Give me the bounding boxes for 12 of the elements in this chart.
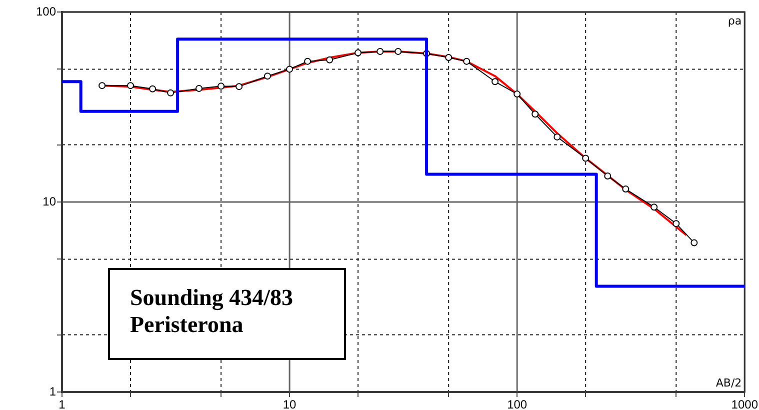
annotation: Peristerona	[130, 311, 244, 338]
x-tick-label: 1000	[731, 398, 758, 410]
text-box: Sounding 434/83 Peristerona	[108, 268, 346, 360]
x-tick-label: 1	[58, 398, 66, 410]
x-tick-label: 10	[282, 398, 297, 410]
y-tick-label: 100	[36, 4, 56, 18]
x-tick-label: 100	[507, 398, 528, 410]
y-tick-label: 10	[42, 194, 56, 208]
x-axis-title: AB/2	[716, 376, 742, 390]
y-axis-title: ρa	[728, 14, 742, 28]
annotation: Sounding 434/83	[130, 284, 294, 311]
y-tick-label: 1	[49, 384, 56, 398]
